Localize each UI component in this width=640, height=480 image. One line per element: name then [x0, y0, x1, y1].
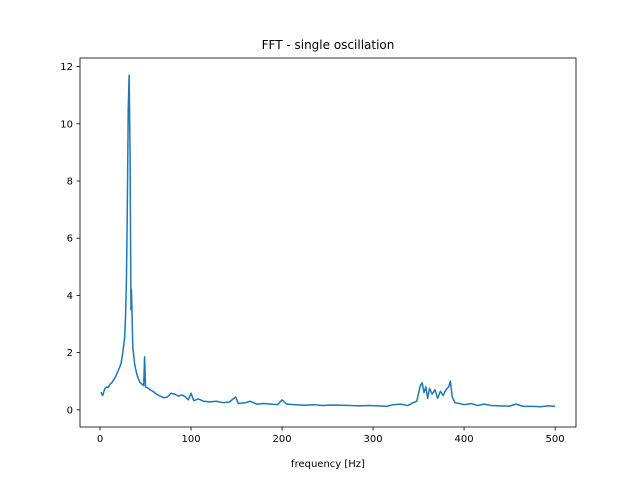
y-tick-label: 12	[60, 62, 73, 73]
chart-title: FFT - single oscillation	[262, 38, 395, 52]
y-tick-label: 8	[67, 177, 73, 188]
x-tick-label: 0	[97, 434, 103, 445]
x-tick-label: 300	[364, 434, 383, 445]
y-tick-label: 4	[67, 291, 73, 302]
series-line-0	[100, 74, 556, 408]
x-axis-label: frequency [Hz]	[291, 459, 365, 470]
x-tick-label: 400	[455, 434, 474, 445]
axes-frame	[79, 57, 577, 428]
x-tick-label: 500	[546, 434, 565, 445]
axes: 0 100 200 300 400 500 0 2 4 6 8 10 12	[60, 57, 577, 445]
x-tick-label: 100	[181, 434, 200, 445]
y-tick-label: 0	[67, 405, 73, 416]
y-tick-label: 10	[60, 119, 73, 130]
x-tick-label: 200	[272, 434, 291, 445]
plot-area	[100, 74, 556, 408]
y-tick-label: 6	[67, 234, 73, 245]
y-tick-label: 2	[67, 348, 73, 359]
